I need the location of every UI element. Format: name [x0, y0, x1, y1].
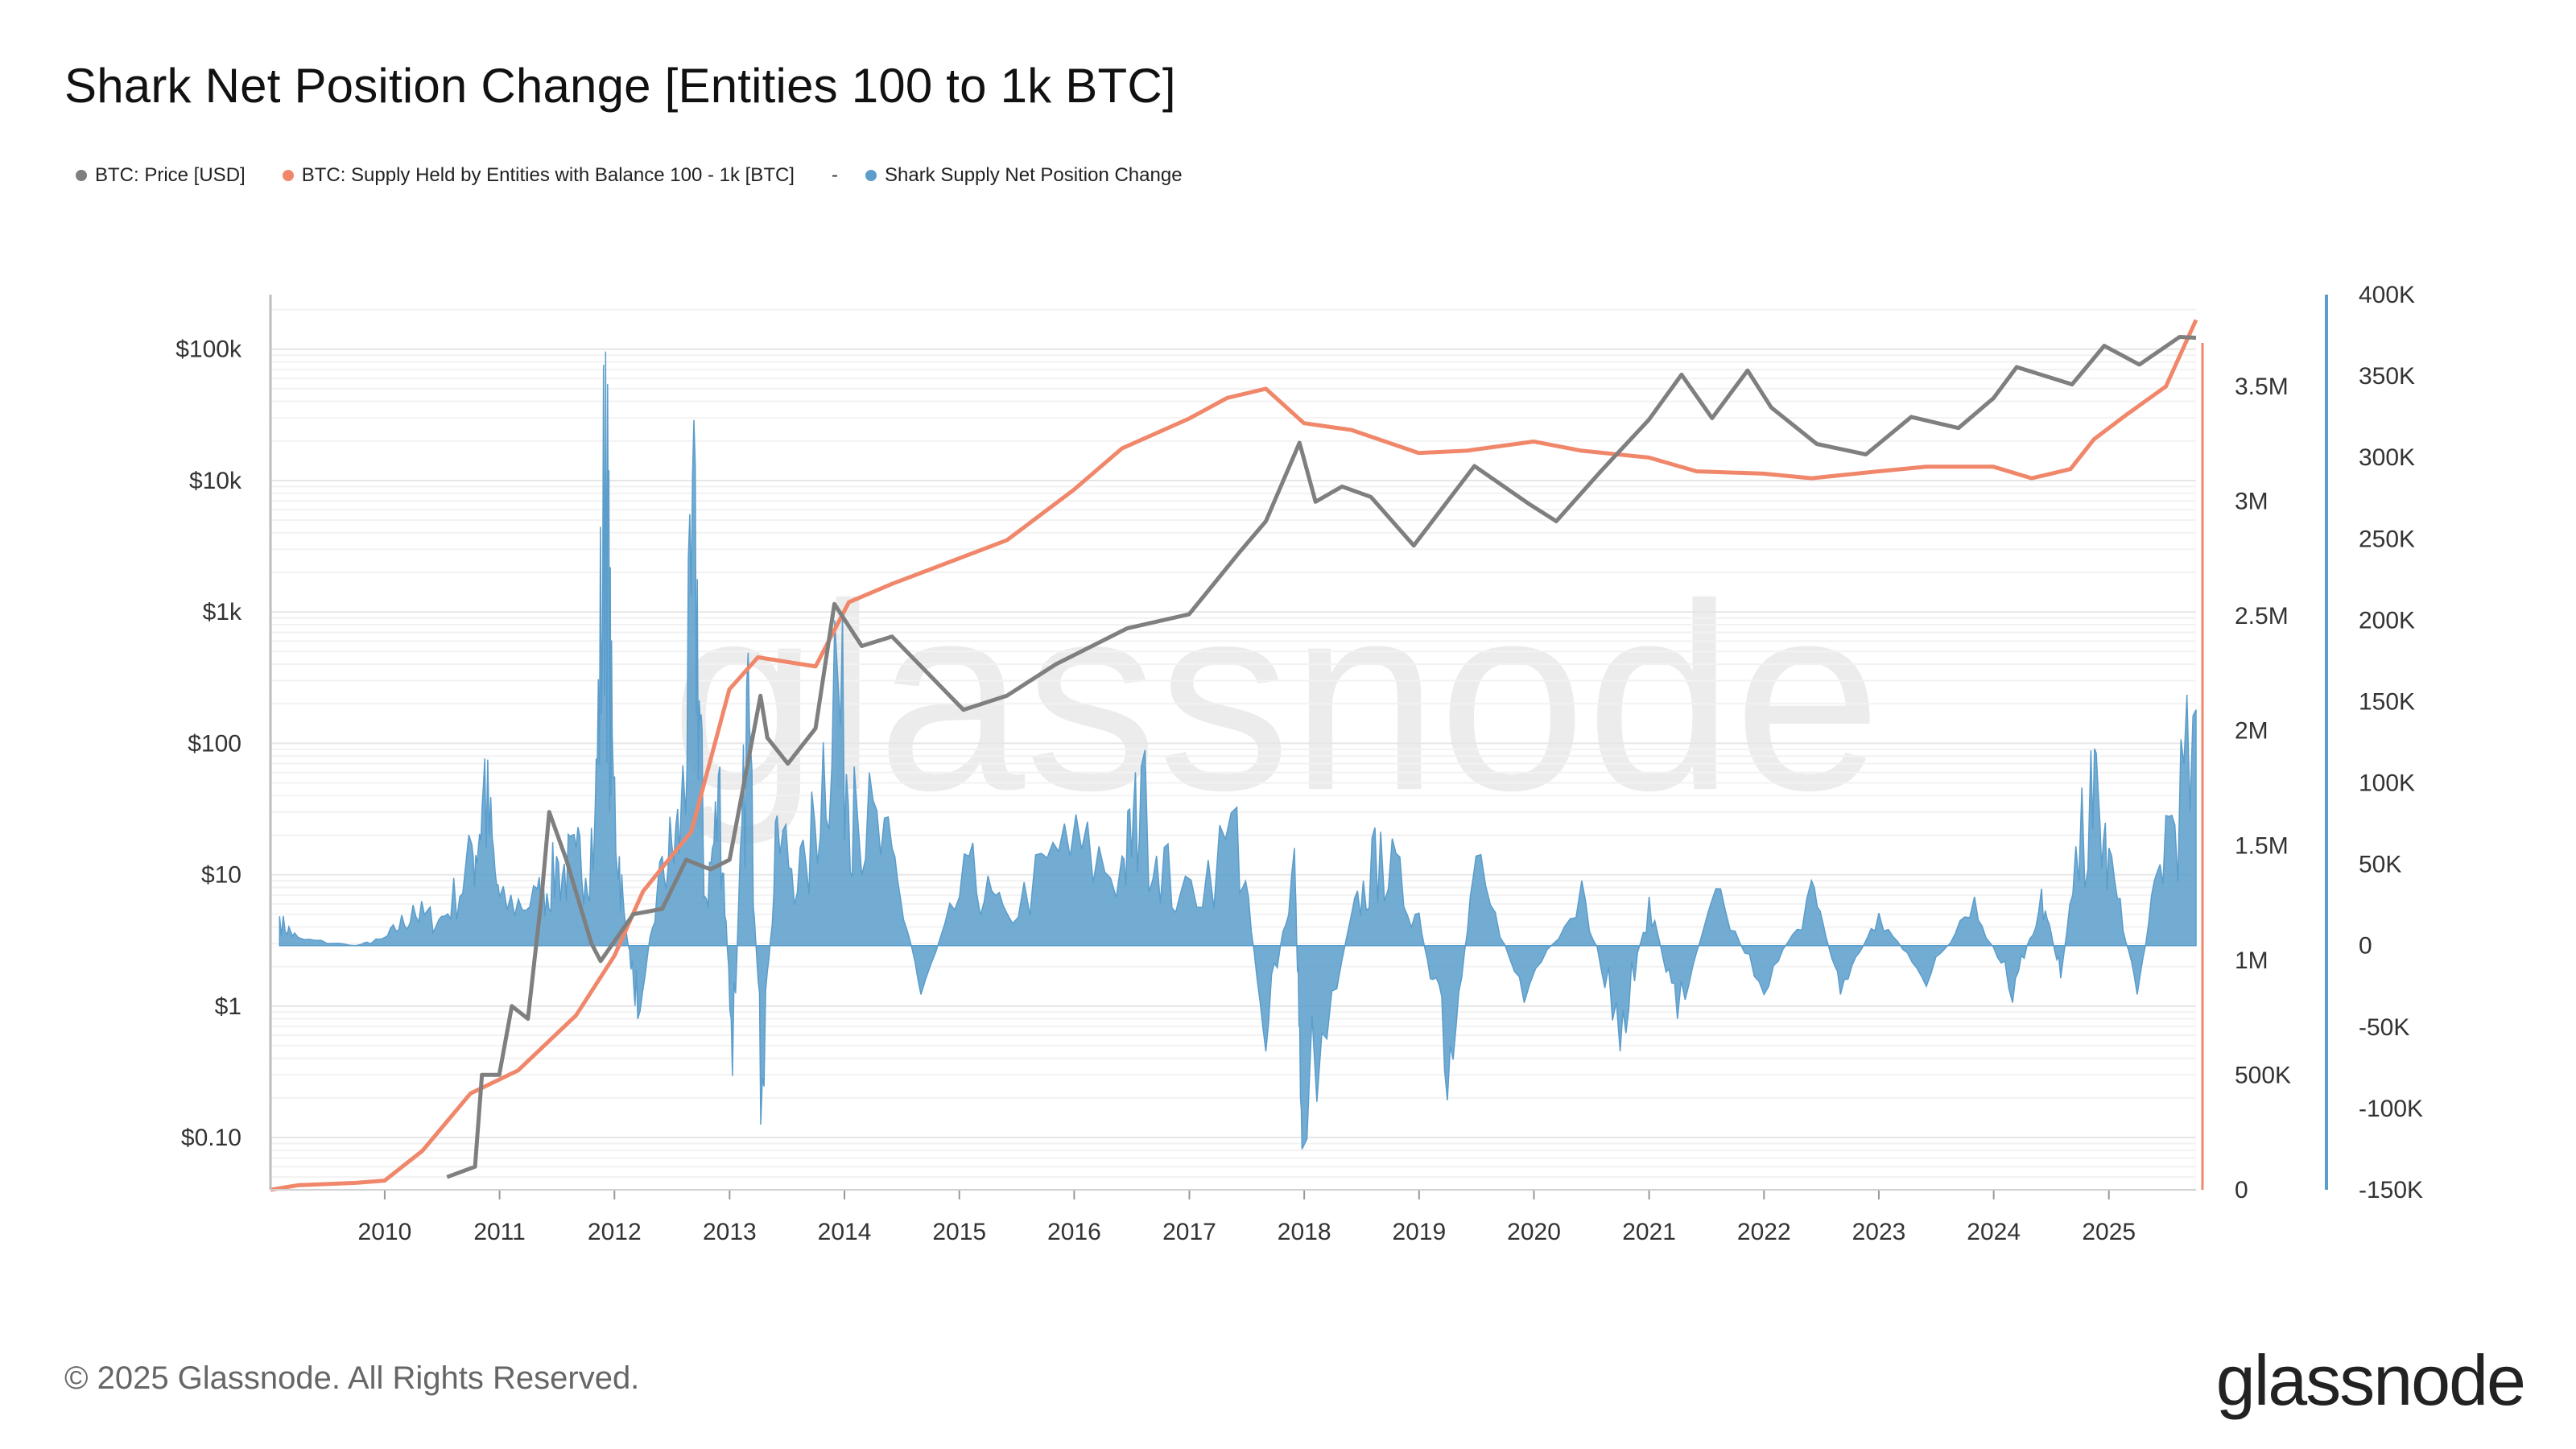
y-netchange-tick-label: 400K: [2359, 282, 2415, 308]
y-netchange-tick-label: 250K: [2359, 526, 2415, 552]
y-netchange-tick-label: -100K: [2359, 1096, 2423, 1122]
y-supply-tick-label: 2.5M: [2235, 603, 2289, 630]
y-left-tick-label: $100: [188, 730, 242, 757]
y-netchange-tick-label: -50K: [2359, 1014, 2409, 1041]
legend-item-price[interactable]: BTC: Price [USD]: [76, 164, 246, 187]
legend-dot-supply: [282, 170, 294, 181]
y-netchange-tick-label: 300K: [2359, 444, 2415, 471]
watermark: glassnode: [671, 548, 1882, 847]
y-netchange-tick-label: 150K: [2359, 688, 2415, 715]
legend-label-supply: BTC: Supply Held by Entities with Balanc…: [301, 164, 795, 186]
legend-dot-price: [76, 170, 87, 181]
y-supply-tick-label: 0: [2235, 1177, 2248, 1203]
y-netchange-tick-label: 350K: [2359, 363, 2415, 390]
grid-lines: [270, 308, 2196, 1191]
y-left-tick-label: $1k: [203, 599, 242, 625]
x-tick-label: 2014: [818, 1219, 872, 1245]
x-tick-label: 2015: [932, 1219, 986, 1245]
legend-item-netchange[interactable]: Shark Supply Net Position Change: [865, 164, 1183, 187]
x-tick-label: 2023: [1852, 1219, 1906, 1245]
legend-label-price: BTC: Price [USD]: [95, 164, 246, 186]
x-tick-label: 2018: [1278, 1219, 1331, 1245]
x-tick-label: 2025: [2082, 1219, 2136, 1245]
y-supply-tick-label: 3M: [2235, 489, 2268, 515]
y-supply-tick-label: 2M: [2235, 718, 2268, 745]
netchange-area: [279, 351, 2197, 1150]
y-supply-tick-label: 1M: [2235, 947, 2268, 974]
x-tick-label: 2020: [1507, 1219, 1561, 1245]
x-tick-label: 2011: [473, 1219, 526, 1245]
y-netchange-tick-label: 50K: [2359, 852, 2401, 878]
y-netchange-tick-label: 0: [2359, 933, 2372, 960]
x-tick-label: 2012: [588, 1219, 642, 1245]
x-tick-label: 2019: [1392, 1219, 1446, 1245]
y-netchange-tick-label: 200K: [2359, 607, 2415, 634]
copyright-text: © 2025 Glassnode. All Rights Reserved.: [64, 1360, 640, 1396]
y-supply-tick-label: 500K: [2235, 1062, 2291, 1088]
y-left-tick-label: $1: [215, 993, 242, 1020]
y-left-tick-label: $10k: [189, 468, 242, 494]
axes-group: 2010 2011 2012 2013 2014 2015 2016 2017 2018 2019…: [175, 282, 2423, 1245]
y-left-tick-label: $100k: [175, 336, 242, 363]
x-tick-label: 2013: [703, 1219, 757, 1245]
chart-title: Shark Net Position Change [Entities 100 …: [64, 59, 1176, 113]
x-tick-label: 2017: [1162, 1219, 1216, 1245]
netchange-area-group: [279, 351, 2197, 1150]
x-tick-label: 2021: [1622, 1219, 1676, 1245]
y-supply-tick-label: 3.5M: [2235, 374, 2289, 400]
y-left-tick-label: $10: [201, 862, 242, 889]
price-line: [446, 335, 2197, 1179]
y-supply-tick-label: 1.5M: [2235, 832, 2289, 859]
x-tick-label: 2024: [1967, 1219, 2021, 1245]
y-netchange-tick-label: -150K: [2359, 1177, 2423, 1203]
y-netchange-tick-label: 100K: [2359, 770, 2415, 797]
legend-separator: -: [831, 164, 838, 186]
legend: BTC: Price [USD] BTC: Supply Held by Ent…: [76, 161, 1220, 190]
x-tick-label: 2010: [358, 1219, 412, 1245]
legend-label-netchange: Shark Supply Net Position Change: [884, 164, 1183, 186]
brand-logo: glassnode: [2215, 1340, 2526, 1420]
line-series-group: [270, 319, 2198, 1192]
x-tick-label: 2016: [1047, 1219, 1101, 1245]
legend-item-supply[interactable]: BTC: Supply Held by Entities with Balanc…: [282, 164, 795, 187]
supply-line: [270, 319, 2198, 1192]
y-left-tick-label: $0.10: [181, 1125, 242, 1151]
legend-dot-netchange: [865, 170, 877, 181]
x-tick-label: 2022: [1737, 1219, 1791, 1245]
